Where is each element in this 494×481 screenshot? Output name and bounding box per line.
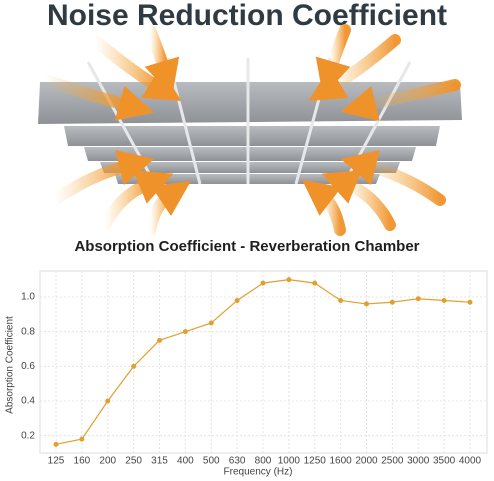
x-tick-label: 2500 [381, 456, 404, 467]
x-tick-label: 630 [229, 456, 246, 467]
data-point [338, 297, 344, 303]
data-point [364, 301, 369, 307]
data-point [467, 299, 473, 305]
x-tick-label: 500 [203, 456, 220, 467]
data-point [131, 363, 137, 369]
data-point [441, 297, 447, 303]
x-tick-label: 800 [255, 456, 272, 467]
data-point [415, 296, 421, 302]
data-point [260, 280, 266, 286]
y-tick-label: 0.6 [21, 361, 35, 372]
data-point [286, 277, 292, 283]
x-tick-label: 125 [48, 456, 65, 467]
x-tick-label: 3500 [433, 456, 456, 467]
x-axis-label: Frequency (Hz) [224, 467, 293, 478]
x-tick-label: 3000 [407, 456, 430, 467]
data-point [182, 329, 188, 335]
page-title: Noise Reduction Coefficient [47, 0, 447, 32]
chart-title: Absorption Coefficient - Reverberation C… [74, 238, 419, 255]
data-point [79, 436, 85, 442]
y-tick-label: 1.0 [21, 292, 35, 303]
data-point [208, 320, 214, 326]
x-tick-label: 1000 [278, 456, 301, 467]
x-tick-label: 250 [125, 456, 142, 467]
x-tick-label: 200 [99, 456, 116, 467]
x-tick-label: 160 [74, 456, 91, 467]
x-tick-label: 4000 [459, 456, 482, 467]
data-point [53, 441, 59, 447]
data-point [389, 299, 395, 305]
x-tick-label: 315 [151, 456, 168, 467]
data-point [105, 398, 111, 404]
y-tick-label: 0.4 [21, 396, 35, 407]
y-axis-label: Absorption Coefficient [5, 316, 16, 414]
data-point [157, 337, 162, 343]
y-tick-label: 0.2 [21, 430, 35, 441]
data-point [312, 280, 318, 286]
x-tick-label: 1600 [330, 456, 353, 467]
x-tick-label: 400 [177, 456, 194, 467]
y-tick-label: 0.8 [21, 326, 35, 337]
illustration [38, 24, 462, 236]
x-tick-label: 2000 [355, 456, 378, 467]
x-tick-label: 1250 [304, 456, 327, 467]
data-point [234, 297, 240, 303]
